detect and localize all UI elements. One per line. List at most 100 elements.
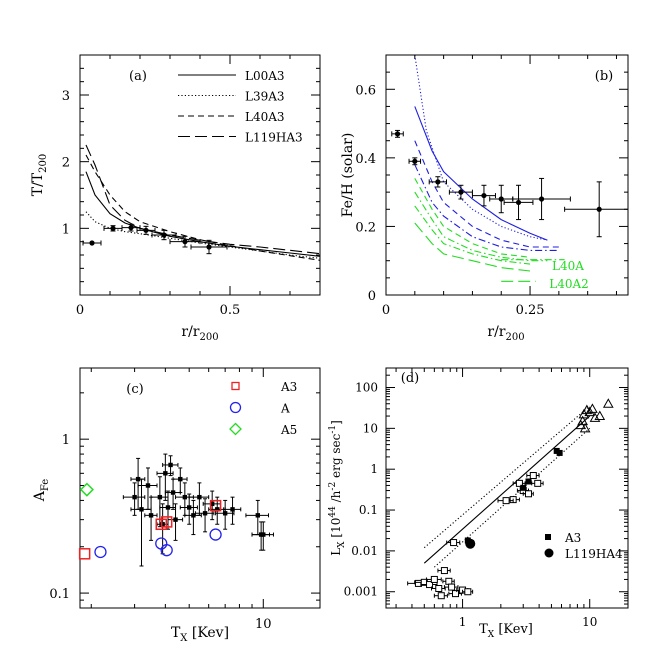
x-tick-label: 10 [582,615,597,629]
data-point [579,422,591,433]
y-axis-label-part: erg sec [329,433,343,481]
data-point [173,517,178,522]
axes-frame [385,367,629,609]
y-axis-label: T/T200 [30,154,49,197]
data-point [520,484,527,491]
data-point [524,490,532,498]
data-point [215,507,220,512]
y-axis-label-sup: -1 [328,425,338,434]
fit-line [433,427,591,568]
plot-area [82,144,320,261]
data-point [160,522,165,527]
data-point [132,494,137,500]
data-point [135,476,141,482]
data-point [222,511,228,516]
series-line [85,211,320,259]
data-point [202,511,208,516]
series-line [85,171,320,257]
x-axis-label-sub: X [180,633,188,644]
legend-label: L119HA3 [245,131,303,145]
x-tick-label: 0 [76,303,84,318]
data-point [157,494,163,500]
y-tick-label: 0.001 [344,585,378,599]
x-axis-label: TX [Kev] [171,625,229,644]
legend-label: L00A3 [245,69,285,83]
data-point [435,179,441,185]
y-axis-label-part: ] [329,420,343,425]
y-tick-label: 0.1 [359,503,378,517]
y-tick-label: 0.4 [355,152,376,167]
data-point [165,505,171,510]
data-point [529,472,537,480]
x-tick-label: 0.5 [220,303,241,318]
data-point [589,412,601,422]
data-point [435,585,443,593]
data-point [556,449,563,456]
y-tick-label: 2 [62,156,70,171]
y-axis-label-sub: 200 [38,154,49,173]
series-line [414,164,559,251]
y-tick-label: 1 [62,433,70,448]
data-point [577,415,589,426]
data-point [182,494,188,500]
annotation-label: L40A [552,259,584,273]
series-line [414,178,531,258]
legend-marker [544,548,554,558]
data-point [587,403,598,413]
x-tick-label: 0 [382,303,390,318]
data-point [458,189,464,195]
y-tick-label: 0.6 [355,83,376,98]
data-point [128,225,134,231]
data-point [78,548,91,560]
data-point [451,590,459,598]
data-point [209,501,215,507]
series-line [414,205,531,265]
data-point [394,131,401,137]
y-tick-label: 1 [62,222,70,237]
data-point [161,232,167,238]
data-point [534,479,542,487]
series-line [414,140,559,248]
fit-line [423,405,591,549]
y-axis-label: AFe [32,479,51,503]
x-tick-label: 1 [459,615,467,629]
panel-c: 10 1 0.1 (c) A3 A A5 TX [Kev] AFe [32,367,321,644]
plot-area [391,55,628,282]
data-point [186,505,192,510]
series-line [414,222,531,272]
data-point [412,158,418,164]
data-point [515,479,523,487]
data-point [440,567,448,575]
y-axis-label-sub: X [337,541,347,548]
y-axis-label: Fe/H (solar) [340,133,356,218]
data-point [498,196,504,202]
data-point [596,206,602,212]
panel-label: (c) [126,382,143,397]
x-tick-label: 10 [255,617,272,632]
data-point [143,227,149,233]
series-line [414,191,548,262]
data-point [515,199,522,206]
panel-b: 0 0.25 0 0.2 0.4 0.6 (b) L40A L40A2 r/r200 Fe/H (s… [340,54,629,343]
legend-label: L40A3 [245,110,285,124]
x-tick-label: 0.25 [516,303,545,318]
y-axis-label-sup: -2 [328,482,338,491]
y-tick-label: 0.1 [49,587,70,602]
panel-d: 0.001 0.01 0.1 1 10 100 1 10 (d) A3 L119HA4 TX [Kev… [328,367,629,640]
y-axis-label-sub: Fe [40,479,51,491]
data-point [426,581,434,589]
data-point [94,545,107,559]
x-axis-label-unit: [Kev] [187,625,229,641]
y-axis-label-part: [10 [329,518,343,542]
data-point [89,240,95,246]
data-point [110,225,116,231]
y-axis-label-sup: 44 [328,506,338,518]
data-point [538,196,545,202]
data-point [255,513,261,518]
y-axis-label-part: /h [329,490,343,506]
data-point [139,507,144,512]
x-axis-label: r/r200 [487,324,524,343]
data-point [178,476,183,482]
fit-line [423,415,591,564]
data-point [170,490,176,495]
